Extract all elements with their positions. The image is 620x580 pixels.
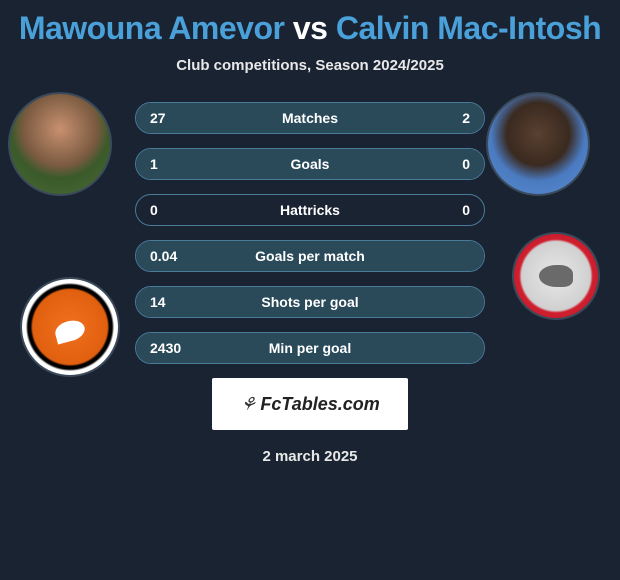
stat-label: Hattricks: [280, 202, 340, 218]
main-area: 27 Matches 2 1 Goals 0 0 Hattricks 0 0.04 Goals pe…: [0, 102, 620, 465]
player2-name: Calvin Mac-Intosh: [336, 10, 601, 46]
stat-value-left: 14: [150, 294, 166, 310]
comparison-title: Mawouna Amevor vs Calvin Mac-Intosh: [0, 10, 620, 47]
player1-name: Mawouna Amevor: [19, 10, 285, 46]
stat-label: Goals per match: [255, 248, 365, 264]
stat-row: 1 Goals 0: [135, 148, 485, 180]
player1-club-logo: [20, 277, 120, 377]
brand-box: ⚘ FcTables.com: [212, 378, 408, 430]
stat-label: Matches: [282, 110, 338, 126]
date-text: 2 march 2025: [10, 448, 610, 465]
subtitle: Club competitions, Season 2024/2025: [0, 57, 620, 74]
stat-value-right: 2: [462, 110, 470, 126]
stat-row: 0.04 Goals per match: [135, 240, 485, 272]
vs-text: vs: [293, 10, 328, 46]
stat-label: Shots per goal: [261, 294, 358, 310]
stat-row: 14 Shots per goal: [135, 286, 485, 318]
stats-list: 27 Matches 2 1 Goals 0 0 Hattricks 0 0.04 Goals pe…: [135, 102, 485, 364]
stat-value-left: 1: [150, 156, 158, 172]
brand-icon: ⚘: [238, 394, 258, 415]
stat-value-right: 0: [462, 156, 470, 172]
stat-value-left: 0: [150, 202, 158, 218]
stat-label: Min per goal: [269, 340, 351, 356]
player2-club-logo: [512, 232, 600, 320]
brand-text: FcTables.com: [260, 394, 379, 415]
stat-row: 0 Hattricks 0: [135, 194, 485, 226]
stat-row: 2430 Min per goal: [135, 332, 485, 364]
stat-value-left: 2430: [150, 340, 181, 356]
stat-label: Goals: [291, 156, 330, 172]
stat-value-left: 27: [150, 110, 166, 126]
player1-avatar: [8, 92, 112, 196]
stat-value-left: 0.04: [150, 248, 177, 264]
stat-value-right: 0: [462, 202, 470, 218]
stat-row: 27 Matches 2: [135, 102, 485, 134]
player2-avatar: [486, 92, 590, 196]
